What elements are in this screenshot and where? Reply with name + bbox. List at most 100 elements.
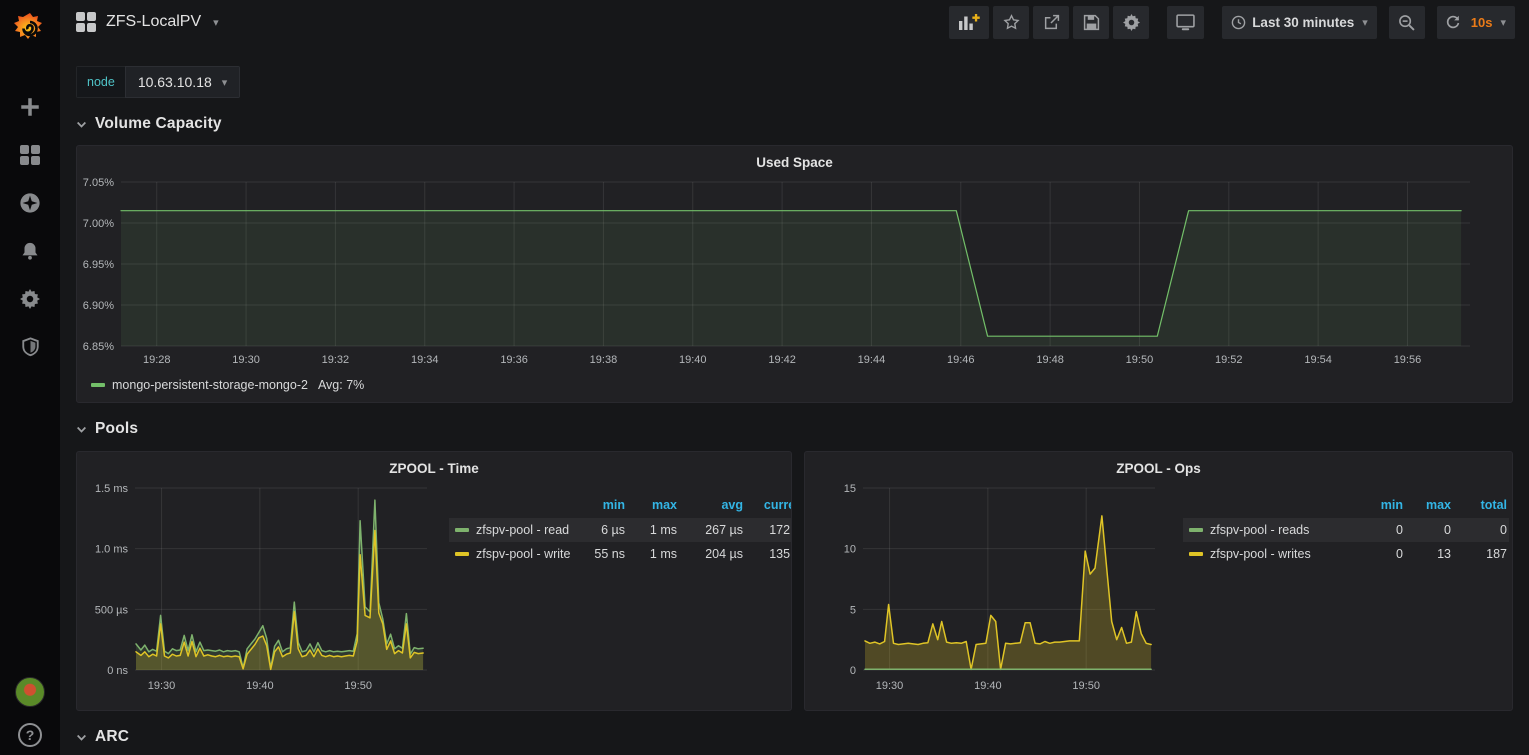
zpool-time-chart[interactable]: 19:30 19:40 19:50 0 ns 500 µs 1.0 ms 1.5 ms: [85, 478, 437, 696]
refresh-button[interactable]: [1437, 6, 1469, 39]
share-dashboard-button[interactable]: [1033, 5, 1070, 39]
legend-value: 0: [1405, 518, 1453, 542]
zoom-out-icon: [1399, 14, 1415, 31]
save-dashboard-button[interactable]: [1073, 5, 1110, 39]
zpool-time-legend-table: min max avg current zfspv-pool - read 6 …: [449, 494, 791, 566]
save-icon: [1083, 14, 1099, 30]
zoom-out-time-button[interactable]: [1388, 5, 1425, 39]
panel-used-space: Used Space 19:28 19:30 19:32 19:34 19:36 19:3…: [76, 145, 1513, 403]
svg-text:19:52: 19:52: [1215, 354, 1243, 366]
svg-text:19:40: 19:40: [679, 354, 707, 366]
legend-col-avg[interactable]: avg: [721, 498, 743, 512]
legend-series-read[interactable]: zfspv-pool - read: [449, 518, 577, 542]
legend-col-max[interactable]: max: [1425, 498, 1451, 512]
legend-series-write[interactable]: zfspv-pool - write: [449, 542, 577, 566]
legend-value: 172 µs: [745, 518, 791, 542]
share-icon: [1044, 14, 1059, 29]
row-arc[interactable]: ARC: [76, 724, 1513, 750]
series-marker-icon[interactable]: [91, 383, 105, 387]
dashboard-grid-icon: [76, 12, 96, 32]
chevron-down-icon: ▾: [221, 76, 228, 89]
section-title-arc: ARC: [95, 728, 130, 745]
svg-text:19:38: 19:38: [590, 354, 618, 366]
svg-text:19:32: 19:32: [322, 354, 350, 366]
zpool-ops-chart[interactable]: 19:30 19:40 19:50 0 5 10 15: [813, 478, 1165, 696]
row-volume-capacity[interactable]: Volume Capacity: [76, 111, 1513, 137]
refresh-icon: [1446, 15, 1459, 29]
legend-col-min[interactable]: min: [602, 498, 625, 512]
clock-icon: [1231, 15, 1246, 29]
legend-value: 1 ms: [627, 518, 679, 542]
section-title-volume-capacity: Volume Capacity: [95, 115, 222, 132]
chevron-down-icon: [76, 732, 87, 743]
create-plus-icon[interactable]: [19, 96, 41, 118]
refresh-interval-label: 10s: [1470, 14, 1493, 30]
cycle-view-mode-button[interactable]: [1167, 5, 1205, 39]
legend-value: 267 µs: [679, 518, 745, 542]
legend-col-total[interactable]: total: [1480, 498, 1507, 512]
chevron-down-icon: [76, 119, 87, 130]
zpool-ops-legend-table: min max total zfspv-pool - reads 0 0 0 z…: [1183, 494, 1509, 566]
dashboards-icon[interactable]: [19, 144, 41, 166]
svg-text:7.05%: 7.05%: [83, 177, 114, 189]
time-range-picker[interactable]: Last 30 minutes ▾: [1222, 5, 1377, 39]
panel-title-used-space[interactable]: Used Space: [756, 154, 833, 170]
refresh-interval-dropdown[interactable]: 10s ▾: [1469, 6, 1515, 39]
legend-col-min[interactable]: min: [1380, 498, 1403, 512]
dashboard-title-menu[interactable]: ZFS-LocalPV ▾: [76, 12, 219, 32]
side-menu: ?: [0, 0, 60, 755]
star-dashboard-button[interactable]: [993, 5, 1030, 39]
legend-value: 0: [1453, 518, 1509, 542]
help-icon[interactable]: ?: [18, 723, 42, 747]
dashboard-title: ZFS-LocalPV: [106, 13, 202, 30]
svg-text:19:48: 19:48: [1036, 354, 1064, 366]
svg-text:6.85%: 6.85%: [83, 341, 114, 353]
svg-text:19:42: 19:42: [768, 354, 796, 366]
panel-title-zpool-ops[interactable]: ZPOOL - Ops: [1116, 460, 1201, 476]
svg-text:500 µs: 500 µs: [95, 604, 129, 616]
submenu-variables: node 10.63.10.18 ▾: [76, 66, 1513, 98]
variable-node-picker[interactable]: node 10.63.10.18 ▾: [76, 66, 241, 98]
grafana-logo[interactable]: [0, 0, 60, 56]
svg-text:0: 0: [850, 665, 856, 677]
used-space-chart[interactable]: 19:28 19:30 19:32 19:34 19:36 19:38 19:40 19:42…: [81, 174, 1508, 370]
svg-text:19:50: 19:50: [1072, 680, 1100, 692]
legend-series-reads[interactable]: zfspv-pool - reads: [1183, 518, 1349, 542]
grafana-flame-icon: [14, 13, 42, 39]
svg-text:19:50: 19:50: [1126, 354, 1154, 366]
legend-series-writes[interactable]: zfspv-pool - writes: [1183, 542, 1349, 566]
legend-col-current[interactable]: current: [763, 498, 791, 512]
svg-text:6.95%: 6.95%: [83, 259, 114, 271]
svg-text:19:44: 19:44: [858, 354, 886, 366]
legend-col-max[interactable]: max: [651, 498, 677, 512]
panel-title-zpool-time[interactable]: ZPOOL - Time: [389, 460, 479, 476]
legend-series-avg: Avg: 7%: [317, 378, 365, 392]
series-marker-icon: [455, 552, 469, 556]
panel-zpool-time: ZPOOL - Time 19:30 19:40 19:50 0 ns 500 µs 1.…: [76, 451, 792, 711]
monitor-icon: [1176, 13, 1195, 30]
legend-value: 13: [1437, 547, 1451, 561]
legend-value: 0: [1349, 518, 1405, 542]
svg-text:19:30: 19:30: [232, 354, 260, 366]
svg-text:19:50: 19:50: [344, 680, 372, 692]
svg-text:1.5 ms: 1.5 ms: [95, 483, 129, 495]
legend-series-name[interactable]: mongo-persistent-storage-mongo-2: [112, 378, 308, 392]
series-marker-icon: [1189, 552, 1203, 556]
dashboard-canvas: node 10.63.10.18 ▾ Volume Capacity Used …: [60, 44, 1529, 755]
top-navbar: ZFS-LocalPV ▾: [60, 0, 1529, 44]
legend-value: 187: [1486, 547, 1507, 561]
svg-text:15: 15: [844, 483, 856, 495]
server-admin-shield-icon[interactable]: [19, 336, 41, 358]
explore-compass-icon[interactable]: [19, 192, 41, 214]
dashboard-settings-button[interactable]: [1113, 5, 1150, 39]
configuration-gear-icon[interactable]: [19, 288, 41, 310]
svg-text:19:40: 19:40: [974, 680, 1002, 692]
user-avatar[interactable]: [15, 677, 45, 707]
legend-value: 0: [1396, 547, 1403, 561]
star-icon: [1003, 13, 1020, 29]
legend-value: 55 ns: [594, 547, 625, 561]
add-panel-button[interactable]: [949, 5, 990, 39]
svg-text:19:28: 19:28: [143, 354, 171, 366]
row-pools[interactable]: Pools: [76, 416, 1513, 442]
alerting-bell-icon[interactable]: [19, 240, 41, 262]
